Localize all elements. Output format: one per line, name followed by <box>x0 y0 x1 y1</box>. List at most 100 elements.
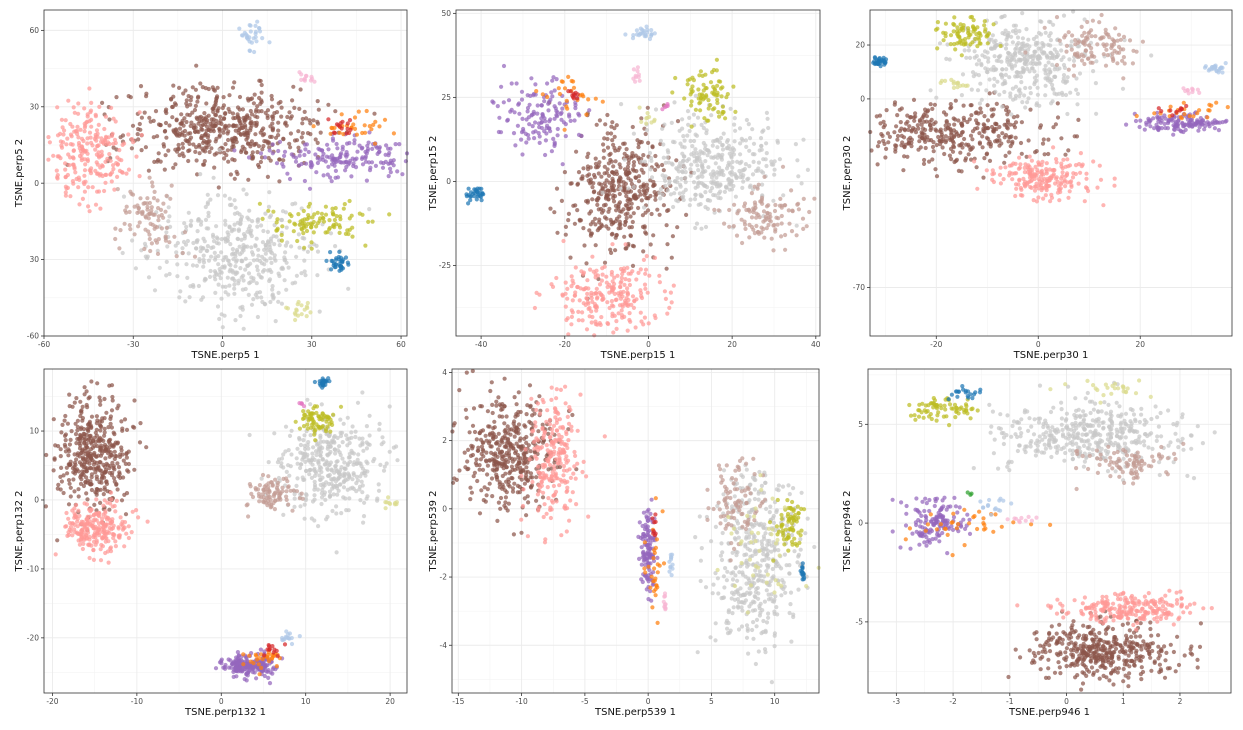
data-point <box>740 240 745 246</box>
data-point <box>184 262 189 267</box>
data-point <box>468 198 473 203</box>
data-point <box>197 144 202 149</box>
data-point <box>941 30 946 35</box>
data-point <box>636 205 641 211</box>
data-point <box>646 321 651 326</box>
data-point <box>501 63 507 69</box>
data-point <box>929 117 934 122</box>
data-point <box>217 316 222 322</box>
data-point <box>966 48 971 53</box>
data-point <box>661 142 666 147</box>
data-point <box>55 105 60 110</box>
data-point <box>1057 38 1062 43</box>
data-point <box>557 91 562 97</box>
data-point <box>74 441 79 446</box>
data-point <box>298 87 303 92</box>
data-point <box>954 81 959 86</box>
data-point <box>248 141 253 146</box>
data-point <box>329 258 334 263</box>
data-point <box>115 162 120 167</box>
data-point <box>199 219 204 224</box>
data-point <box>971 18 976 23</box>
data-point <box>1095 185 1100 190</box>
data-point <box>623 190 628 195</box>
data-point <box>309 225 314 230</box>
data-point <box>265 174 270 179</box>
data-point <box>164 110 169 116</box>
data-point <box>316 146 321 151</box>
data-point <box>258 159 263 165</box>
data-point <box>899 133 904 138</box>
data-point <box>949 157 954 162</box>
data-point <box>934 174 940 179</box>
data-point <box>966 152 971 157</box>
data-point <box>156 218 161 223</box>
data-point <box>669 255 674 260</box>
data-point <box>1048 38 1053 43</box>
data-point <box>269 134 274 139</box>
data-point <box>1058 41 1063 46</box>
data-point <box>234 259 239 264</box>
data-point <box>184 98 189 103</box>
data-point <box>632 299 637 304</box>
data-point <box>103 159 108 164</box>
cluster-red <box>1156 103 1189 118</box>
data-point <box>605 145 611 150</box>
data-point <box>636 270 641 275</box>
data-point <box>287 176 293 182</box>
data-point <box>1080 33 1085 38</box>
data-point <box>196 283 201 289</box>
data-point <box>137 440 143 445</box>
data-point <box>103 180 108 185</box>
data-point <box>311 118 316 123</box>
data-point <box>1107 35 1112 40</box>
data-point <box>911 97 917 102</box>
data-point <box>932 102 937 107</box>
data-point <box>186 251 191 256</box>
data-point <box>638 291 644 296</box>
data-point <box>269 97 275 102</box>
data-point <box>199 297 204 302</box>
data-point <box>1013 28 1018 33</box>
data-point <box>72 110 77 115</box>
data-point <box>81 427 87 432</box>
data-point <box>940 145 945 150</box>
data-point <box>276 290 281 295</box>
data-point <box>751 227 756 232</box>
data-point <box>593 216 598 221</box>
data-point <box>777 157 782 162</box>
data-point <box>300 235 305 241</box>
data-point <box>927 159 932 164</box>
data-point <box>391 163 396 168</box>
data-point <box>625 265 630 270</box>
data-point <box>671 204 676 210</box>
data-point <box>363 149 368 154</box>
data-point <box>198 81 203 86</box>
cluster-gray <box>120 147 372 331</box>
data-point <box>61 473 66 478</box>
data-point <box>198 172 203 177</box>
data-point <box>85 151 90 156</box>
data-point <box>83 162 88 167</box>
data-point <box>959 26 964 31</box>
data-point <box>683 170 688 175</box>
data-point <box>220 105 225 111</box>
data-point <box>233 205 238 210</box>
data-point <box>605 167 610 172</box>
data-point <box>651 233 656 238</box>
data-point <box>252 92 257 97</box>
data-point <box>1202 120 1207 125</box>
data-point <box>315 210 320 215</box>
data-point <box>1042 67 1047 72</box>
data-point <box>99 136 104 141</box>
data-point <box>687 77 692 82</box>
data-point <box>207 149 212 155</box>
data-point <box>731 183 736 189</box>
data-point <box>980 145 985 150</box>
data-point <box>1006 109 1011 114</box>
data-point <box>1017 165 1022 170</box>
data-point <box>238 221 243 226</box>
data-point <box>665 242 670 247</box>
data-point <box>205 135 210 140</box>
data-point <box>387 212 392 217</box>
